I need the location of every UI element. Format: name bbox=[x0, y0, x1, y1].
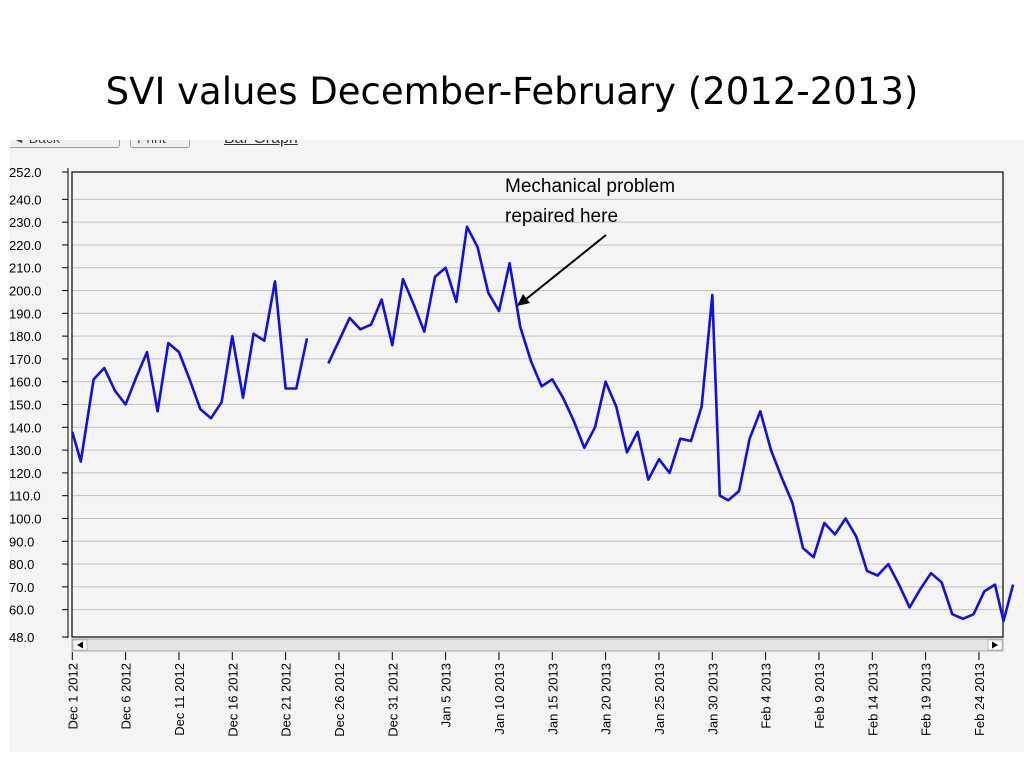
y-tick-label: 70.0 bbox=[9, 580, 34, 595]
y-tick-label: 48.0 bbox=[9, 630, 34, 645]
y-tick-label: 80.0 bbox=[9, 557, 34, 572]
x-tick-label: Dec 6 2012 bbox=[119, 663, 134, 730]
x-tick-label: Feb 9 2013 bbox=[812, 663, 827, 729]
x-tick-label: Dec 21 2012 bbox=[279, 663, 294, 737]
y-tick-label: 220.0 bbox=[9, 238, 42, 253]
y-tick-label: 180.0 bbox=[9, 329, 42, 344]
x-tick-label: Dec 26 2012 bbox=[332, 663, 347, 737]
y-tick-label: 200.0 bbox=[9, 284, 42, 299]
slide-title: SVI values December-February (2012-2013) bbox=[105, 70, 919, 113]
x-tick-label: Jan 20 2013 bbox=[599, 663, 614, 735]
x-tick-label: Dec 31 2012 bbox=[385, 663, 400, 737]
x-tick-label: Jan 10 2013 bbox=[492, 663, 507, 735]
x-tick-label: Dec 11 2012 bbox=[172, 663, 187, 736]
y-tick-label: 160.0 bbox=[9, 375, 42, 390]
y-tick-label: 252.0 bbox=[9, 165, 42, 180]
x-tick-label: Feb 4 2013 bbox=[759, 663, 774, 729]
x-tick-label: Jan 30 2013 bbox=[705, 663, 720, 735]
x-tick-label: Feb 14 2013 bbox=[865, 663, 880, 736]
annotation-text: Mechanical problem repaired here bbox=[505, 176, 676, 227]
y-tick-label: 240.0 bbox=[9, 192, 42, 207]
back-button[interactable]: ◄ Back bbox=[10, 140, 120, 148]
x-tick-label: Jan 25 2013 bbox=[652, 663, 667, 735]
y-tick-label: 150.0 bbox=[9, 398, 42, 413]
y-tick-label: 190.0 bbox=[9, 306, 42, 321]
y-tick-label: 230.0 bbox=[9, 215, 42, 230]
bar-graph-link[interactable]: Bar Graph bbox=[224, 140, 298, 148]
y-tick-label: 60.0 bbox=[9, 603, 34, 618]
y-tick-label: 210.0 bbox=[9, 261, 42, 276]
scroll-right-icon bbox=[992, 641, 998, 649]
horizontal-scrollbar[interactable] bbox=[71, 638, 1004, 652]
y-tick-label: 170.0 bbox=[9, 352, 42, 367]
x-tick-label: Jan 15 2013 bbox=[545, 663, 560, 735]
y-tick-label: 110.0 bbox=[9, 489, 41, 504]
x-tick-label: Jan 5 2013 bbox=[439, 663, 454, 727]
y-tick-label: 120.0 bbox=[9, 466, 42, 481]
x-tick-label: Feb 24 2013 bbox=[972, 663, 987, 736]
print-button[interactable]: Print bbox=[130, 140, 190, 148]
x-tick-label: Feb 19 2013 bbox=[919, 663, 934, 736]
annotation-arrow bbox=[517, 234, 607, 306]
y-tick-label: 90.0 bbox=[9, 534, 34, 549]
scroll-left-icon bbox=[77, 641, 83, 649]
x-tick-label: Dec 16 2012 bbox=[225, 663, 240, 737]
svi-series-line bbox=[327, 225, 1015, 623]
y-tick-label: 100.0 bbox=[9, 511, 42, 526]
plot-frame bbox=[71, 171, 1004, 638]
y-tick-label: 140.0 bbox=[9, 420, 42, 435]
y-tick-label: 130.0 bbox=[9, 443, 42, 458]
svi-series-line bbox=[71, 280, 309, 463]
x-tick-label: Dec 1 2012 bbox=[65, 663, 80, 730]
